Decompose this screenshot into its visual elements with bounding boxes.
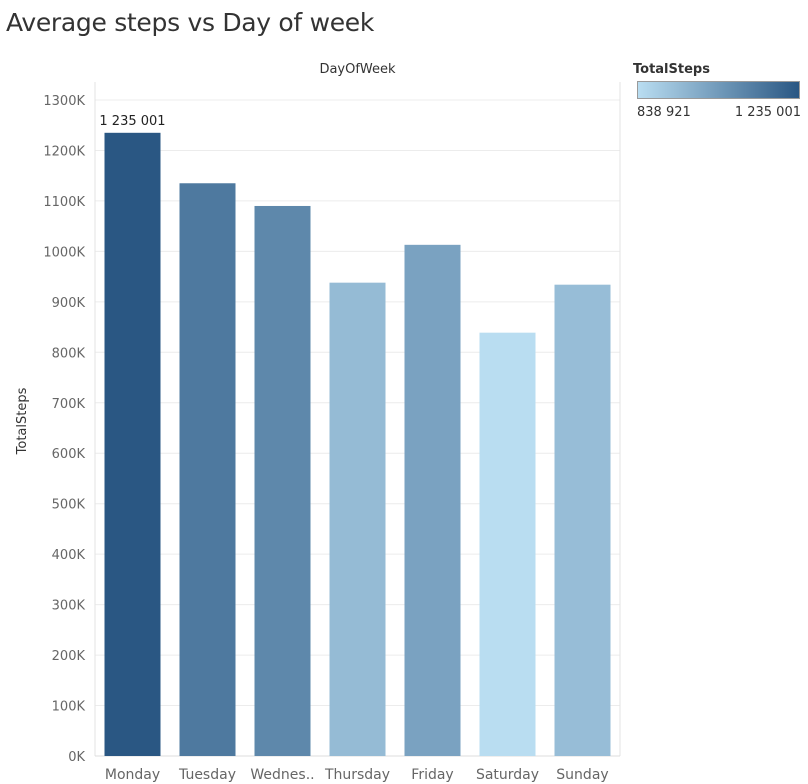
bar-tuesday [179, 183, 236, 756]
y-axis-title: TotalSteps [15, 387, 30, 455]
data-label: 1 235 001 [99, 114, 165, 129]
y-tick-label: 300K [52, 599, 86, 614]
x-tick-label: Friday [411, 767, 453, 783]
y-tick-label: 500K [52, 498, 86, 513]
x-tick-label: Sunday [556, 767, 608, 783]
x-tick-label: Wednes.. [250, 767, 314, 783]
bar-thursday [329, 282, 386, 756]
y-tick-label: 1300K [43, 94, 85, 109]
y-tick-label: 1200K [43, 144, 85, 159]
y-tick-label: 700K [52, 397, 86, 412]
bar-saturday [479, 332, 536, 756]
x-tick-label: Monday [105, 767, 160, 783]
legend-labels: 838 921 1 235 001 [633, 105, 805, 123]
bar-wednes [254, 205, 311, 756]
y-tick-label: 600K [52, 447, 86, 462]
x-tick-label: Saturday [476, 767, 539, 783]
y-tick-label: 900K [52, 296, 86, 311]
y-tick-label: 100K [52, 700, 86, 715]
bar-sunday [554, 284, 611, 756]
y-tick-label: 200K [52, 649, 86, 664]
y-tick-label: 0K [68, 750, 85, 765]
bar-friday [404, 244, 461, 756]
legend-title: TotalSteps [633, 62, 710, 77]
color-legend: TotalSteps 838 921 1 235 001 [633, 62, 805, 123]
legend-gradient-bar [637, 81, 800, 99]
x-axis-title: DayOfWeek [319, 62, 396, 77]
legend-min-label: 838 921 [637, 105, 691, 120]
y-tick-label: 400K [52, 548, 86, 563]
legend-max-label: 1 235 001 [734, 105, 801, 120]
chart-title: Average steps vs Day of week [6, 8, 375, 37]
x-tick-label: Thursday [324, 767, 390, 783]
y-tick-label: 800K [52, 346, 86, 361]
x-tick-label: Tuesday [178, 767, 236, 783]
y-tick-label: 1100K [43, 195, 85, 210]
bar-monday [104, 132, 161, 756]
y-tick-label: 1000K [43, 245, 85, 260]
